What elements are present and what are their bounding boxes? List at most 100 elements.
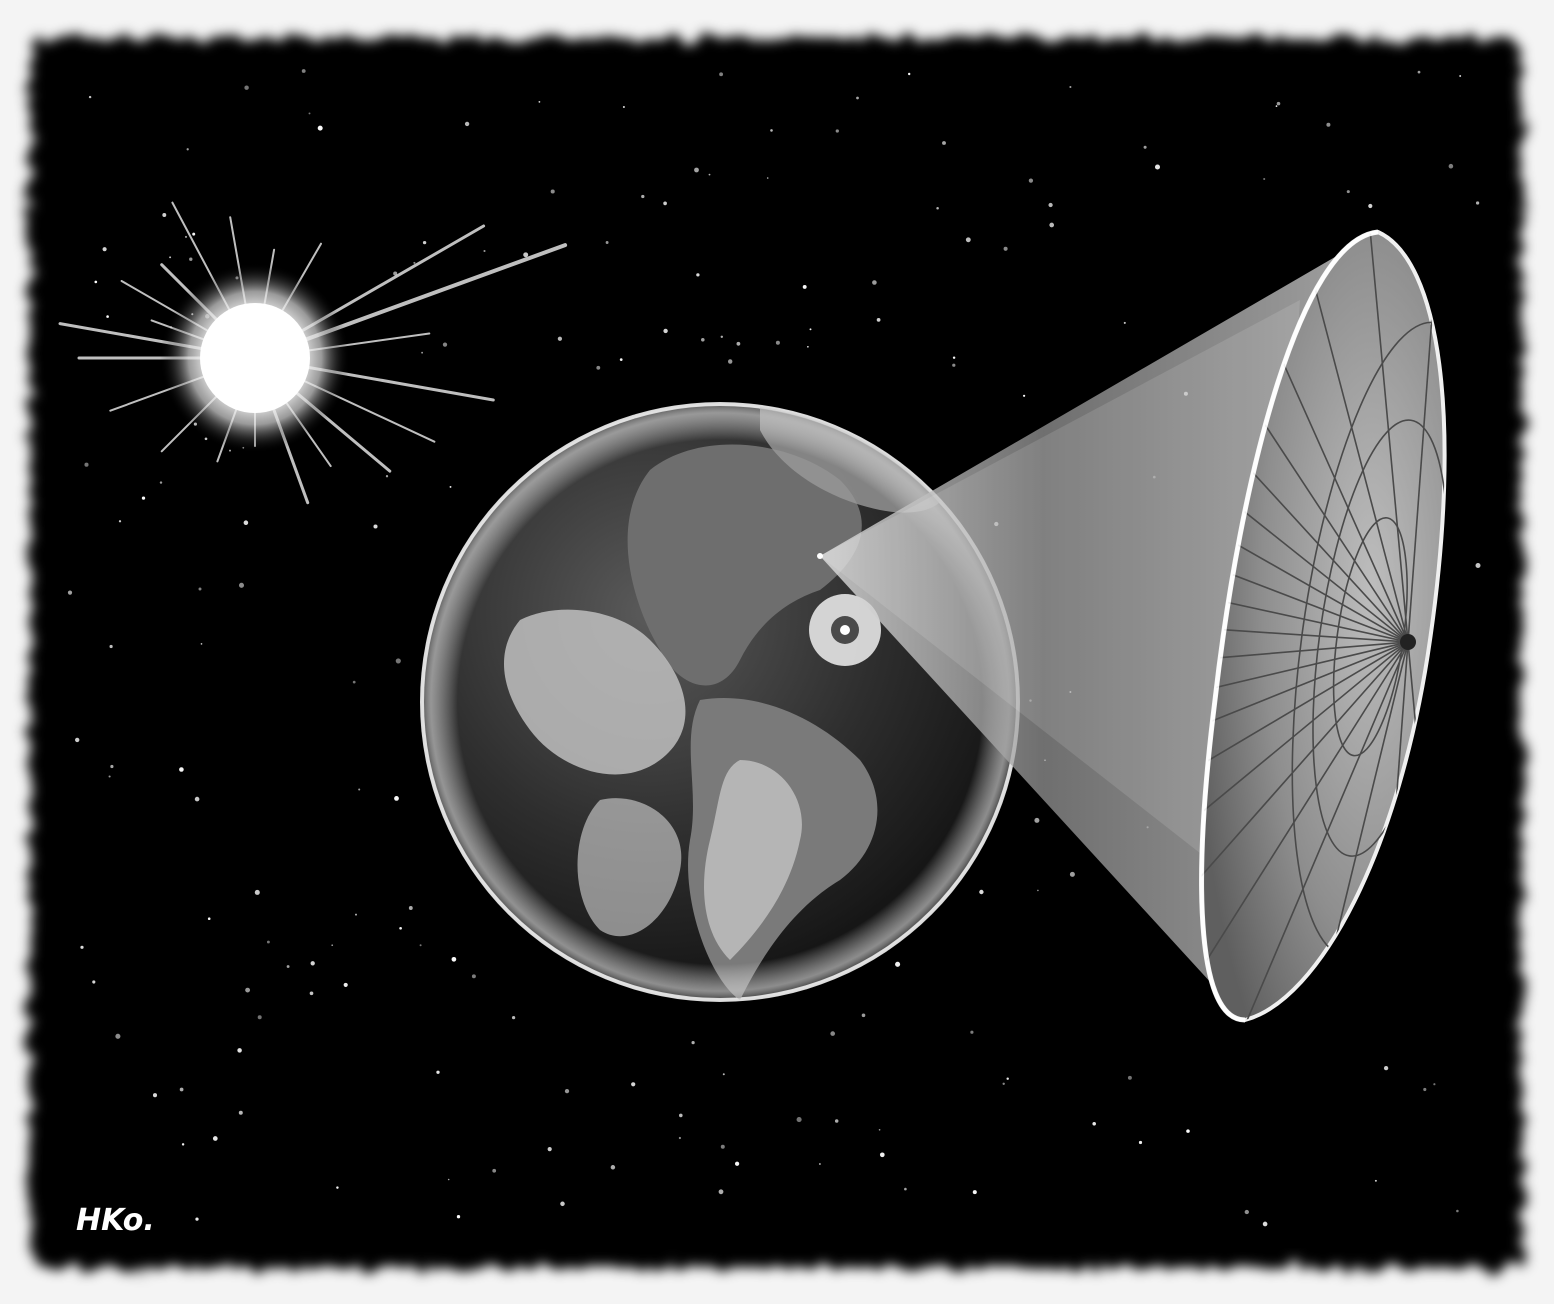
star bbox=[942, 141, 946, 145]
star bbox=[413, 261, 416, 264]
star bbox=[352, 680, 356, 684]
star bbox=[691, 1040, 695, 1045]
star bbox=[179, 767, 184, 772]
star bbox=[159, 481, 163, 484]
star bbox=[694, 167, 699, 173]
star bbox=[1448, 163, 1454, 169]
star bbox=[856, 96, 859, 100]
star bbox=[456, 1215, 461, 1219]
star bbox=[394, 796, 399, 801]
star bbox=[373, 524, 378, 529]
star bbox=[442, 342, 448, 347]
sun-starburst-icon bbox=[58, 201, 568, 505]
star bbox=[254, 889, 260, 895]
dish-panel-seam bbox=[1201, 641, 1409, 1020]
star bbox=[301, 69, 306, 73]
star bbox=[719, 72, 724, 77]
star bbox=[343, 982, 348, 987]
star bbox=[198, 587, 202, 591]
star bbox=[212, 1136, 218, 1141]
dish-panel-seam bbox=[1201, 641, 1409, 967]
dish-panel-seam bbox=[1201, 641, 1409, 763]
star bbox=[436, 1070, 440, 1074]
star bbox=[229, 449, 231, 452]
star bbox=[179, 1087, 184, 1092]
star bbox=[1049, 222, 1055, 228]
star bbox=[67, 590, 73, 595]
star bbox=[722, 1073, 725, 1076]
star bbox=[809, 328, 812, 331]
star bbox=[770, 129, 773, 132]
star bbox=[385, 475, 389, 478]
star bbox=[1002, 1082, 1005, 1085]
star bbox=[876, 318, 881, 322]
dish-panel-seam bbox=[1201, 641, 1409, 905]
star bbox=[878, 1128, 881, 1131]
star bbox=[1368, 203, 1373, 209]
star bbox=[830, 1031, 836, 1036]
star bbox=[464, 121, 470, 127]
star bbox=[1459, 75, 1462, 77]
star bbox=[678, 1136, 682, 1140]
star bbox=[679, 1113, 683, 1118]
star bbox=[483, 249, 486, 253]
star bbox=[266, 940, 270, 944]
star bbox=[596, 365, 601, 370]
star bbox=[1048, 202, 1053, 208]
star bbox=[1138, 1140, 1143, 1145]
star bbox=[766, 177, 769, 179]
star bbox=[393, 271, 398, 276]
star bbox=[244, 85, 249, 90]
star bbox=[523, 252, 529, 258]
dish-panel-seam bbox=[1361, 232, 1409, 643]
star bbox=[1092, 1122, 1096, 1126]
star bbox=[631, 1082, 636, 1087]
star bbox=[1069, 85, 1072, 89]
star bbox=[564, 1088, 570, 1094]
star bbox=[1475, 201, 1480, 205]
star bbox=[471, 974, 476, 979]
star bbox=[736, 341, 741, 346]
star bbox=[1037, 889, 1039, 892]
star bbox=[395, 658, 401, 664]
star bbox=[861, 1013, 866, 1018]
star bbox=[1475, 562, 1481, 569]
dish-panel-seam bbox=[1201, 530, 1409, 643]
star bbox=[186, 148, 189, 151]
dish-panel-seam bbox=[1290, 641, 1409, 1020]
star bbox=[118, 520, 122, 523]
star bbox=[194, 796, 200, 802]
star bbox=[952, 363, 956, 367]
star bbox=[557, 336, 563, 341]
star bbox=[622, 105, 625, 109]
star bbox=[1127, 1075, 1132, 1080]
star bbox=[952, 356, 956, 359]
star bbox=[308, 112, 311, 115]
star bbox=[1123, 321, 1126, 324]
star bbox=[80, 945, 84, 949]
star bbox=[449, 485, 452, 488]
star bbox=[1262, 1221, 1268, 1227]
dish-panel-seam bbox=[1201, 232, 1409, 643]
star bbox=[237, 1048, 242, 1053]
dish-panel-seam bbox=[1212, 641, 1409, 1020]
star bbox=[1244, 1209, 1249, 1215]
dish-panel-seam bbox=[1201, 641, 1409, 686]
star bbox=[109, 644, 113, 649]
star bbox=[492, 1168, 497, 1173]
star bbox=[796, 1117, 802, 1123]
star bbox=[1383, 1065, 1389, 1071]
star bbox=[720, 1144, 725, 1149]
star bbox=[1263, 177, 1266, 181]
star bbox=[238, 1110, 243, 1115]
star bbox=[162, 213, 167, 217]
star bbox=[1006, 1077, 1009, 1080]
star bbox=[447, 1178, 450, 1181]
star bbox=[1275, 105, 1278, 107]
star bbox=[904, 1187, 907, 1191]
star bbox=[1423, 1087, 1427, 1092]
dish-panel-seam bbox=[1201, 641, 1409, 1020]
star bbox=[1069, 871, 1075, 877]
star bbox=[309, 991, 314, 996]
star bbox=[108, 775, 111, 778]
